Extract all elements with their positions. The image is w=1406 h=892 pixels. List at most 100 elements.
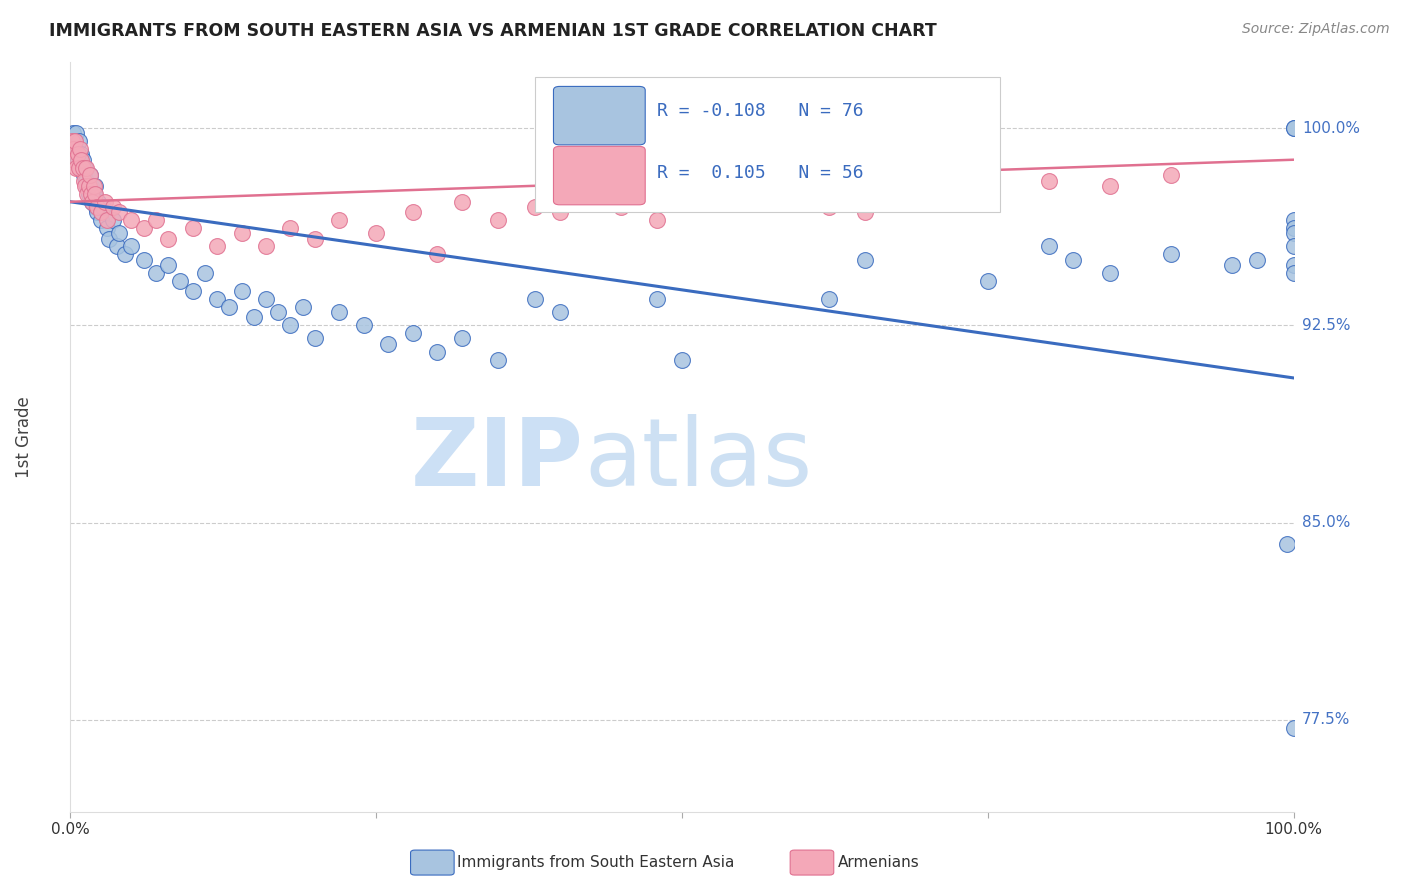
Point — [1038, 239, 1060, 253]
Text: IMMIGRANTS FROM SOUTH EASTERN ASIA VS ARMENIAN 1ST GRADE CORRELATION CHART: IMMIGRANTS FROM SOUTH EASTERN ASIA VS AR… — [49, 22, 936, 40]
Point — [304, 231, 326, 245]
Point — [1282, 239, 1305, 253]
Point — [1282, 213, 1305, 227]
Point — [86, 205, 108, 219]
Point — [181, 284, 204, 298]
Text: 100.0%: 100.0% — [1302, 120, 1360, 136]
Point — [65, 161, 87, 175]
Point — [328, 305, 350, 319]
Point — [254, 292, 277, 306]
Point — [1282, 221, 1305, 235]
Point — [1160, 247, 1182, 261]
Point — [67, 134, 90, 148]
Point — [65, 127, 87, 141]
Point — [1282, 227, 1305, 241]
Point — [77, 186, 100, 201]
Point — [366, 227, 388, 241]
Point — [96, 213, 118, 227]
Point — [90, 205, 112, 219]
Point — [976, 274, 998, 288]
Point — [267, 305, 290, 319]
Point — [976, 186, 998, 201]
Point — [77, 179, 100, 194]
Point — [62, 142, 84, 156]
Point — [75, 161, 97, 175]
Point — [93, 194, 115, 209]
Point — [132, 221, 155, 235]
Point — [62, 127, 84, 141]
Point — [647, 213, 669, 227]
Point — [328, 213, 350, 227]
Point — [73, 174, 96, 188]
Point — [1282, 266, 1305, 280]
Point — [83, 179, 105, 194]
Point — [488, 213, 510, 227]
Point — [84, 200, 107, 214]
Point — [1246, 252, 1268, 267]
Text: 85.0%: 85.0% — [1302, 515, 1350, 530]
Point — [91, 200, 114, 214]
Point — [377, 336, 399, 351]
Point — [63, 142, 86, 156]
Point — [101, 200, 124, 214]
Point — [254, 239, 277, 253]
Point — [98, 231, 121, 245]
Point — [76, 186, 98, 201]
Point — [1099, 179, 1122, 194]
Point — [855, 205, 877, 219]
Point — [76, 179, 98, 194]
Point — [82, 194, 104, 209]
Point — [70, 153, 93, 167]
Point — [426, 344, 449, 359]
Point — [1160, 169, 1182, 183]
Point — [426, 247, 449, 261]
Point — [114, 247, 136, 261]
Point — [817, 292, 839, 306]
Point — [83, 179, 105, 194]
Point — [80, 186, 103, 201]
Point — [96, 221, 118, 235]
Point — [548, 305, 571, 319]
Point — [73, 169, 96, 183]
Point — [855, 252, 877, 267]
Point — [205, 239, 228, 253]
Point — [231, 227, 253, 241]
Point — [66, 147, 89, 161]
Point — [60, 134, 83, 148]
Point — [121, 239, 143, 253]
Point — [647, 292, 669, 306]
Point — [90, 213, 112, 227]
Text: R = -0.108   N = 76: R = -0.108 N = 76 — [658, 103, 865, 120]
Point — [610, 200, 633, 214]
Point — [353, 318, 375, 333]
Point — [69, 161, 91, 175]
Point — [63, 134, 86, 148]
Point — [1282, 258, 1305, 272]
Point — [1282, 121, 1305, 136]
Point — [67, 161, 90, 175]
Text: 1st Grade: 1st Grade — [15, 396, 32, 478]
Point — [671, 194, 693, 209]
Point — [105, 239, 128, 253]
Point — [73, 161, 96, 175]
Point — [488, 352, 510, 367]
Point — [280, 221, 302, 235]
Point — [66, 153, 89, 167]
Point — [194, 266, 217, 280]
Point — [1062, 252, 1084, 267]
Text: Immigrants from South Eastern Asia: Immigrants from South Eastern Asia — [457, 855, 734, 870]
Point — [304, 331, 326, 345]
Text: Source: ZipAtlas.com: Source: ZipAtlas.com — [1241, 22, 1389, 37]
Point — [83, 186, 105, 201]
Point — [79, 169, 101, 183]
Point — [121, 213, 143, 227]
Point — [87, 194, 110, 209]
Point — [145, 213, 167, 227]
Point — [402, 326, 425, 341]
Point — [733, 186, 755, 201]
Point — [63, 134, 86, 148]
Point — [86, 200, 108, 214]
Point — [1099, 266, 1122, 280]
Point — [80, 179, 103, 194]
Point — [1282, 721, 1305, 735]
